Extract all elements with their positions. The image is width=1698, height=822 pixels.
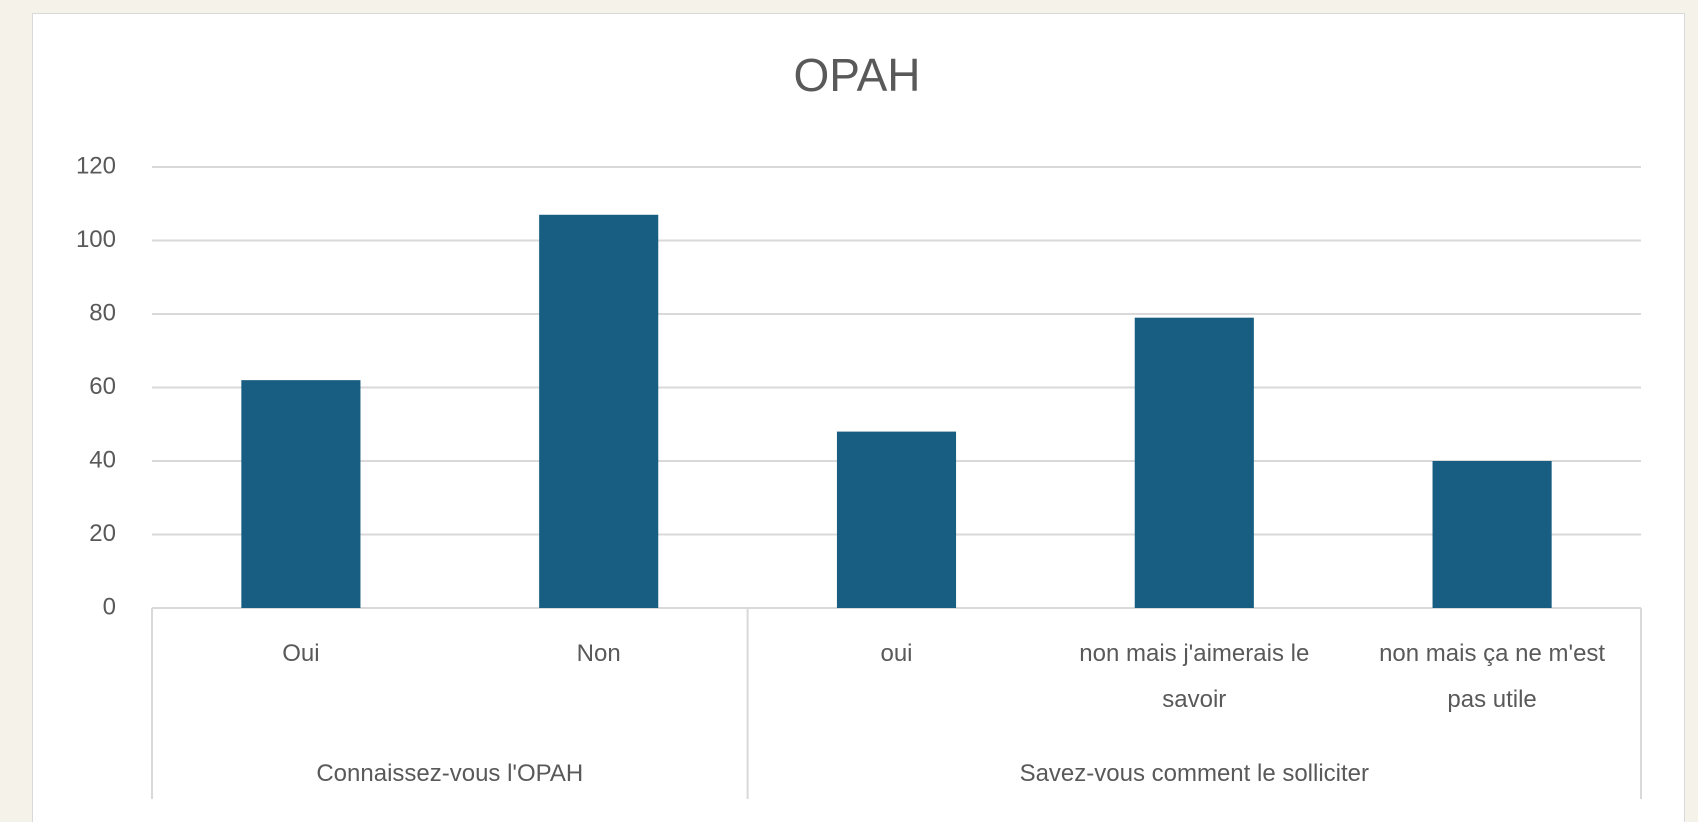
y-tick-label: 120: [76, 152, 116, 179]
group-label: Savez-vous comment le solliciter: [1019, 760, 1370, 787]
bar: [1432, 461, 1552, 608]
x-tick-label: non mais ça ne m'est pas utile: [1379, 640, 1606, 713]
y-tick-label: 0: [103, 593, 116, 620]
bar: [539, 214, 659, 608]
x-tick-label: Non: [576, 640, 621, 667]
chart-title: OPAH: [794, 49, 921, 101]
x-tick-label: Oui: [282, 640, 320, 667]
x-tick-label: oui: [880, 640, 913, 667]
y-tick-label: 80: [89, 299, 116, 326]
y-tick-label: 100: [76, 226, 116, 253]
bar: [241, 380, 361, 608]
bar: [836, 431, 957, 608]
y-tick-label: 20: [89, 520, 116, 547]
group-label: Connaissez-vous l'OPAH: [316, 760, 584, 787]
x-tick-label: non mais j'aimerais le savoir: [1079, 640, 1310, 713]
y-tick-label: 60: [89, 373, 116, 400]
bar: [1134, 317, 1254, 608]
y-tick-label: 40: [89, 446, 116, 473]
